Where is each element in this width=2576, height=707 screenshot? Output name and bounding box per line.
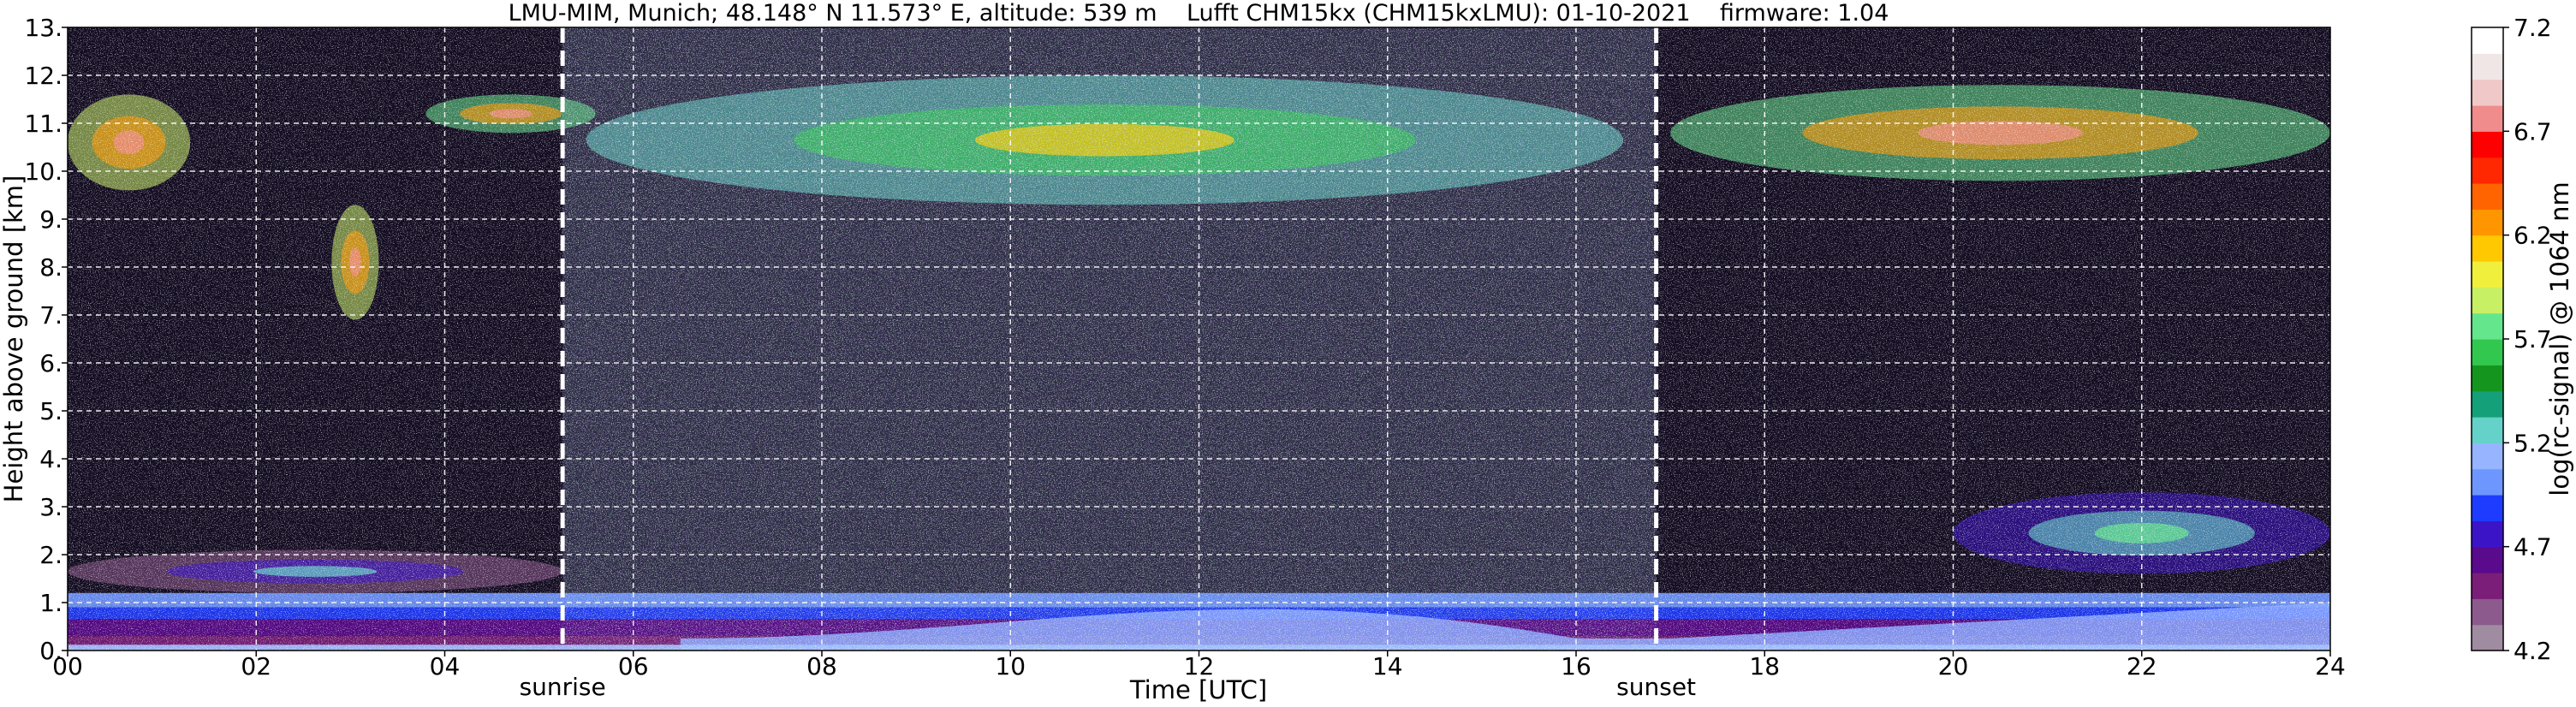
sunrise-label: sunrise (520, 673, 606, 701)
colorbar-segment (2472, 287, 2503, 314)
grid-lines (68, 27, 2330, 651)
x-tick-label: 16 (1561, 652, 1591, 680)
noise-blue (562, 27, 1657, 651)
x-tick-label: 00 (52, 652, 83, 680)
colorbar-tick-label: 4.7 (2514, 533, 2552, 561)
x-tick-label: 02 (241, 652, 271, 680)
y-tick-label: 5. (39, 397, 62, 425)
colorbar-segment (2472, 209, 2503, 236)
colorbar-segment (2472, 131, 2503, 158)
colorbar-tick-label: 7.2 (2514, 14, 2552, 42)
colorbar-ticks: 4.2 4.7 5.2 5.7 6.2 6.7 7.2 (2503, 14, 2552, 665)
colorbar-segment (2472, 390, 2503, 418)
plot-area (67, 27, 2331, 651)
colorbar-tick-label: 6.7 (2514, 117, 2552, 146)
x-axis-label: Time [UTC] (1129, 675, 1267, 704)
colorbar-segment (2472, 417, 2503, 443)
x-tick-label: 10 (995, 652, 1026, 680)
colorbar-label: log(rc-signal) @ 1064 nm (2545, 181, 2574, 496)
y-tick-label: 11. (24, 110, 62, 138)
colorbar-segment (2472, 105, 2503, 132)
y-tick-label: 0. (39, 637, 62, 665)
y-tick-label: 8. (39, 253, 62, 282)
colorbar-segment (2472, 261, 2503, 288)
colorbar-segment (2472, 624, 2503, 651)
colorbar-segment (2472, 443, 2503, 470)
colorbar-gradient (2472, 27, 2503, 651)
colorbar: 4.2 4.7 5.2 5.7 6.2 6.7 7.2 log(rc-signal) @ 1… (2471, 14, 2574, 665)
y-tick-label: 1. (39, 589, 62, 617)
colorbar-tick-label: 5.2 (2514, 429, 2552, 457)
colorbar-segment (2472, 365, 2503, 392)
x-tick-label: 18 (1749, 652, 1780, 680)
colorbar-segment (2472, 468, 2503, 496)
sunset-label: sunset (1616, 673, 1696, 701)
x-tick-label: 06 (618, 652, 649, 680)
colorbar-segment (2472, 598, 2503, 626)
colorbar-segment (2472, 157, 2503, 184)
y-tick-label: 7. (39, 301, 62, 330)
x-axis-ticks: sunrise sunset 00 02 04 06 08 10 12 14 16 18 20 22 24 (52, 651, 2346, 701)
y-tick-label: 6. (39, 349, 62, 377)
x-tick-label: 22 (2127, 652, 2157, 680)
y-tick-label: 13. (24, 14, 62, 42)
x-tick-label: 24 (2315, 652, 2346, 680)
y-tick-label: 10. (24, 157, 62, 186)
colorbar-segment (2472, 235, 2503, 262)
colorbar-segment (2472, 79, 2503, 106)
chart-title: LMU-MIM, Munich; 48.148° N 11.573° E, al… (509, 0, 1889, 27)
y-tick-label: 2. (39, 541, 62, 569)
colorbar-segment (2472, 27, 2503, 54)
colorbar-tick-label: 6.2 (2514, 222, 2552, 250)
colorbar-tick-label: 4.2 (2514, 637, 2552, 665)
x-tick-label: 14 (1372, 652, 1403, 680)
colorbar-segment (2472, 53, 2503, 80)
y-axis-ticks: 0. 1. 2. 3. 4. 5. 6. 7. 8. 9. 10. 11. 12. 13. (24, 14, 68, 665)
colorbar-segment (2472, 495, 2503, 521)
x-tick-label: 12 (1184, 652, 1215, 680)
colorbar-tick-label: 5.7 (2514, 325, 2552, 354)
y-tick-label: 9. (39, 205, 62, 234)
x-tick-label: 08 (806, 652, 837, 680)
colorbar-segment (2472, 183, 2503, 210)
colorbar-segment (2472, 573, 2503, 599)
colorbar-segment (2472, 520, 2503, 548)
colorbar-segment (2472, 312, 2503, 340)
y-tick-label: 3. (39, 493, 62, 521)
colorbar-segment (2472, 339, 2503, 365)
y-tick-label: 12. (24, 62, 62, 90)
x-tick-label: 04 (430, 652, 461, 680)
colorbar-segment (2472, 546, 2503, 573)
sun-markers (560, 27, 1659, 651)
x-tick-label: 20 (1938, 652, 1969, 680)
y-tick-label: 4. (39, 445, 62, 473)
y-axis-label: Height above ground [km] (0, 175, 28, 503)
